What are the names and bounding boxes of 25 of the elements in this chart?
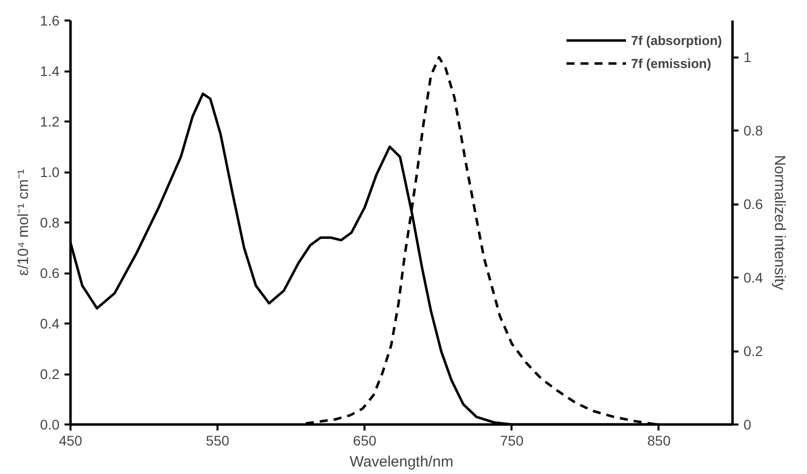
y-tick-label: 0.0: [40, 416, 60, 432]
y2-axis-title: Normalized intensity: [770, 154, 788, 291]
y-tick-label: 0.2: [40, 366, 60, 382]
legend-label: 7f (absorption): [631, 32, 722, 48]
y-tick-label: 0.4: [40, 316, 60, 332]
x-tick-label: 450: [58, 432, 82, 448]
y-tick-label: 1.4: [40, 63, 60, 79]
y-tick-label: 1.2: [40, 114, 60, 130]
x-axis-title: Wavelength/nm: [350, 454, 454, 470]
y-tick-label: 0.8: [40, 214, 60, 230]
x-tick-label: 850: [647, 432, 671, 448]
y-tick-label: 1.6: [40, 12, 60, 28]
y2-tick-label: 0.2: [744, 343, 764, 360]
x-tick-label: 750: [500, 432, 524, 448]
y2-tick-label: 0: [744, 416, 752, 432]
y-tick-label: 0.6: [40, 265, 60, 281]
y-tick-label: 1.0: [40, 164, 60, 180]
x-tick-label: 650: [353, 432, 377, 448]
x-tick-label: 550: [206, 432, 230, 448]
y2-tick-label: 0.8: [744, 122, 764, 139]
y2-tick-label: 0.4: [744, 270, 764, 286]
y2-tick-label: 1: [744, 49, 752, 66]
y2-tick-label: 0.6: [744, 196, 764, 212]
legend-label: 7f (emission): [631, 56, 712, 70]
y-axis-title: ε/10⁴ mol⁻¹ cm⁻¹: [15, 169, 32, 276]
